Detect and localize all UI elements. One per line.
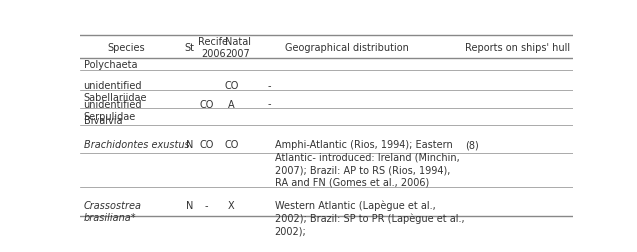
Text: X: X — [228, 200, 235, 210]
Text: A: A — [228, 99, 235, 109]
Text: Western Atlantic (Lapègue et al.,
2002); Brazil: SP to PR (Lapègue et al.,
2002): Western Atlantic (Lapègue et al., 2002);… — [275, 200, 464, 236]
Text: Recife
2006: Recife 2006 — [198, 37, 229, 59]
Text: Species: Species — [108, 43, 145, 53]
Text: -: - — [268, 81, 271, 91]
Text: Natal
2007: Natal 2007 — [225, 37, 250, 59]
Text: CO: CO — [224, 81, 239, 91]
Text: unidentified
Serpulidae: unidentified Serpulidae — [83, 99, 142, 121]
Text: Brachidontes exustus: Brachidontes exustus — [83, 140, 189, 150]
Text: N: N — [185, 200, 193, 210]
Text: (8): (8) — [465, 140, 478, 150]
Text: Polychaeta: Polychaeta — [83, 60, 137, 70]
Text: -: - — [205, 200, 208, 210]
Text: unidentified
Sabellariidae: unidentified Sabellariidae — [83, 81, 147, 103]
Text: Bivalvia: Bivalvia — [83, 115, 122, 125]
Text: -: - — [268, 99, 271, 109]
Text: N: N — [185, 140, 193, 150]
Text: St: St — [184, 43, 194, 53]
Text: CO: CO — [199, 140, 214, 150]
Text: CO: CO — [199, 99, 214, 109]
Text: Geographical distribution: Geographical distribution — [285, 43, 408, 53]
Text: CO: CO — [224, 140, 239, 150]
Text: Amphi-Atlantic (Rios, 1994); Eastern
Atlantic- introduced: Ireland (Minchin,
200: Amphi-Atlantic (Rios, 1994); Eastern Atl… — [275, 140, 459, 187]
Text: Crassostrea
brasiliana*: Crassostrea brasiliana* — [83, 200, 141, 222]
Text: Reports on ships' hull: Reports on ships' hull — [465, 43, 570, 53]
